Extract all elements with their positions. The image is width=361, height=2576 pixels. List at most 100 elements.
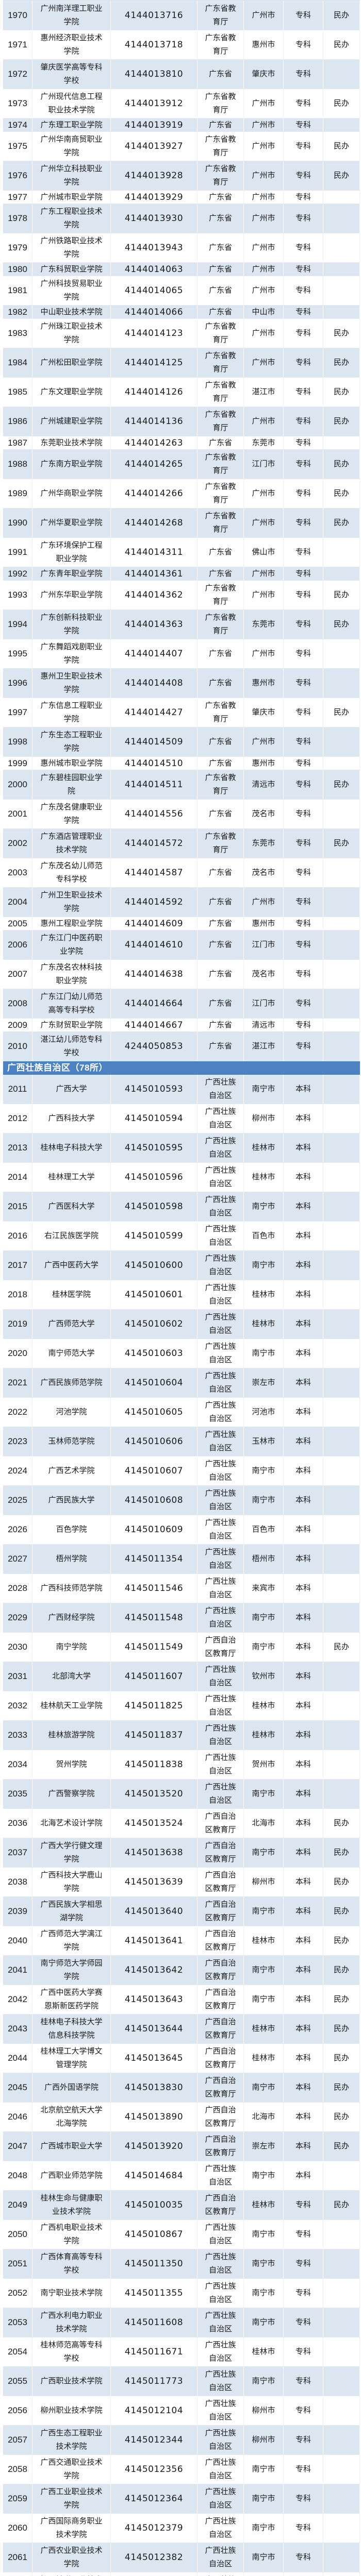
city-cell: 贺州市 bbox=[244, 1750, 284, 1779]
school-name-cell: 百色学院 bbox=[32, 1515, 111, 1544]
level-cell: 专科 bbox=[284, 276, 323, 305]
city-cell: 茂名市 bbox=[244, 800, 284, 828]
school-name-cell: 梧州学院 bbox=[32, 1545, 111, 1573]
authority-cell: 广西壮族自治区 bbox=[198, 2484, 244, 2513]
remark-cell bbox=[323, 1019, 360, 1031]
level-cell: 本科 bbox=[284, 1222, 323, 1250]
remark-cell bbox=[323, 118, 360, 131]
authority-cell: 广东省教育厅 bbox=[198, 378, 244, 406]
school-code-cell: 4144014136 bbox=[111, 407, 198, 436]
school-name-cell: 广西农业职业技术学院 bbox=[32, 2543, 111, 2572]
remark-cell bbox=[323, 1222, 360, 1250]
level-cell: 专科 bbox=[284, 610, 323, 639]
remark-cell bbox=[323, 2279, 360, 2308]
table-row: 2028 广西科技师范学院 4145011546 广西壮族自治区 来宾市 本科 bbox=[3, 1574, 360, 1603]
table-row: 2008 广东江门幼儿师范高等专科学校 4144014664 广东省 江门市 专科 bbox=[3, 989, 360, 1019]
school-name-cell: 广东南方职业学院 bbox=[32, 450, 111, 479]
school-name-cell: 桂林理工大学 bbox=[32, 1163, 111, 1192]
city-cell: 惠州市 bbox=[244, 30, 284, 59]
authority-cell: 广东省 bbox=[198, 204, 244, 233]
school-code-cell: 4144013930 bbox=[111, 204, 198, 233]
remark-cell bbox=[323, 567, 360, 580]
remark-cell: 民办 bbox=[323, 407, 360, 436]
level-cell: 本科 bbox=[284, 2161, 323, 2190]
remark-cell bbox=[323, 1398, 360, 1427]
level-cell: 本科 bbox=[284, 1163, 323, 1192]
school-code-cell: 4144014638 bbox=[111, 960, 198, 989]
school-name-cell: 柳州职业技术学院 bbox=[32, 2396, 111, 2425]
school-code-cell: 4145011548 bbox=[111, 1603, 198, 1632]
school-name-cell: 广东舞蹈戏剧职业学院 bbox=[32, 639, 111, 668]
authority-cell: 广东省 bbox=[198, 306, 244, 318]
remark-cell bbox=[323, 858, 360, 887]
seq-cell: 2036 bbox=[3, 1809, 32, 1838]
authority-cell: 广西壮族自治区 bbox=[198, 2455, 244, 2484]
level-cell: 专科 bbox=[284, 858, 323, 887]
table-row: 2014 桂林理工大学 4145010596 广西壮族自治区 桂林市 本科 bbox=[3, 1163, 360, 1192]
city-cell: 广州市 bbox=[244, 89, 284, 118]
remark-cell bbox=[323, 757, 360, 770]
city-cell: 茂名市 bbox=[244, 858, 284, 887]
remark-cell bbox=[323, 1310, 360, 1338]
school-code-cell: 4244050853 bbox=[111, 1032, 198, 1061]
city-cell: 桂林市 bbox=[244, 1691, 284, 1720]
school-code-cell: 4144014266 bbox=[111, 479, 198, 508]
school-name-cell: 广西外国语学院 bbox=[32, 2073, 111, 2102]
school-name-cell: 桂林电子科技大学 bbox=[32, 1133, 111, 1162]
level-cell: 专科 bbox=[284, 2455, 323, 2484]
level-cell: 本科 bbox=[284, 1868, 323, 1896]
school-code-cell: 4145013644 bbox=[111, 2014, 198, 2043]
level-cell: 本科 bbox=[284, 1662, 323, 1691]
remark-cell: 民办 bbox=[323, 161, 360, 190]
school-code-cell: 4145010867 bbox=[111, 2220, 198, 2249]
city-cell: 南宁市 bbox=[244, 1192, 284, 1221]
seq-cell: 2050 bbox=[3, 2220, 32, 2249]
city-cell: 南宁市 bbox=[244, 2367, 284, 2396]
remark-cell: 民办 bbox=[323, 378, 360, 406]
authority-cell: 广西壮族自治区 bbox=[198, 1133, 244, 1162]
seq-cell: 2058 bbox=[3, 2455, 32, 2484]
table-row: 2011 广西大学 4145010593 广西壮族自治区 南宁市 本科 bbox=[3, 1075, 360, 1104]
table-row: 2004 广州卫生职业技术学院 4144014592 广东省 广州市 专科 bbox=[3, 888, 360, 917]
seq-cell: 2041 bbox=[3, 1956, 32, 1985]
remark-cell bbox=[323, 2484, 360, 2513]
school-code-cell: 4145010596 bbox=[111, 1163, 198, 1192]
city-cell: 南宁市 bbox=[244, 2220, 284, 2249]
seq-cell: 2009 bbox=[3, 1019, 32, 1031]
table-row: 2033 桂林旅游学院 4145011837 广西壮族自治区 桂林市 本科 bbox=[3, 1721, 360, 1750]
remark-cell: 民办 bbox=[323, 2014, 360, 2043]
authority-cell: 广西自治区教育厅 bbox=[198, 1897, 244, 1926]
authority-cell: 广西自治区教育厅 bbox=[198, 1633, 244, 1662]
remark-cell bbox=[323, 1032, 360, 1061]
remark-cell bbox=[323, 1251, 360, 1280]
city-cell: 广州市 bbox=[244, 319, 284, 348]
seq-cell: 2051 bbox=[3, 2249, 32, 2278]
seq-cell: 2040 bbox=[3, 1926, 32, 1955]
school-name-cell: 广州卫生职业技术学院 bbox=[32, 888, 111, 917]
school-code-cell: 4144014311 bbox=[111, 538, 198, 567]
level-cell: 专科 bbox=[284, 888, 323, 917]
level-cell: 本科 bbox=[284, 1838, 323, 1867]
seq-cell: 2013 bbox=[3, 1133, 32, 1162]
seq-cell: 2021 bbox=[3, 1368, 32, 1397]
remark-cell bbox=[323, 1574, 360, 1603]
city-cell: 清远市 bbox=[244, 1019, 284, 1031]
school-code-cell: 4144014126 bbox=[111, 378, 198, 406]
remark-cell bbox=[323, 1104, 360, 1133]
seq-cell: 2017 bbox=[3, 1251, 32, 1280]
authority-cell: 广西壮族自治区 bbox=[198, 2396, 244, 2425]
authority-cell: 广西壮族自治区 bbox=[198, 1574, 244, 1603]
authority-cell: 广东省 bbox=[198, 118, 244, 131]
table-row: 2003 广东茂名幼儿师范专科学校 4144014587 广东省 茂名市 专科 bbox=[3, 858, 360, 888]
authority-cell: 广东省 bbox=[198, 1032, 244, 1061]
seq-cell: 2042 bbox=[3, 1985, 32, 2014]
seq-cell: 2056 bbox=[3, 2396, 32, 2425]
seq-cell: 2001 bbox=[3, 800, 32, 828]
remark-cell: 民办 bbox=[323, 1985, 360, 2014]
table-row: 2053 广西水利电力职业技术学院 4145011608 广西壮族自治区 南宁市 专科 bbox=[3, 2308, 360, 2337]
seq-cell: 2030 bbox=[3, 1633, 32, 1662]
school-name-cell: 广州铁路职业技术学院 bbox=[32, 233, 111, 262]
level-cell: 专科 bbox=[284, 407, 323, 436]
level-cell: 本科 bbox=[284, 1133, 323, 1162]
level-cell: 专科 bbox=[284, 479, 323, 508]
